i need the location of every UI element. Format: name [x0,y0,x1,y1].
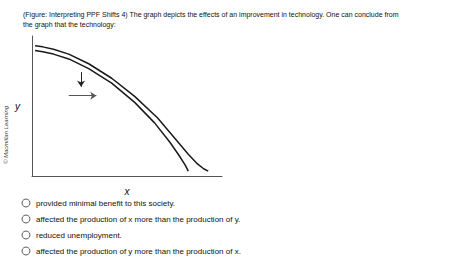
svg-text:the graph that the technology:: the graph that the technology: [23,21,116,29]
svg-text:(Figure: Interpreting PPF Shif: (Figure: Interpreting PPF Shifts 4) The … [23,11,399,19]
svg-text:x: x [124,186,131,197]
svg-text:© Macmillan Learning: © Macmillan Learning [3,105,9,164]
svg-text:y: y [14,101,21,112]
svg-text:provided minimal benefit to th: provided minimal benefit to this society… [36,199,175,208]
svg-text:affected the production of y m: affected the production of y more than t… [36,247,241,256]
svg-text:reduced unemployment.: reduced unemployment. [36,231,122,240]
svg-text:affected the production of x m: affected the production of x more than t… [36,215,240,224]
